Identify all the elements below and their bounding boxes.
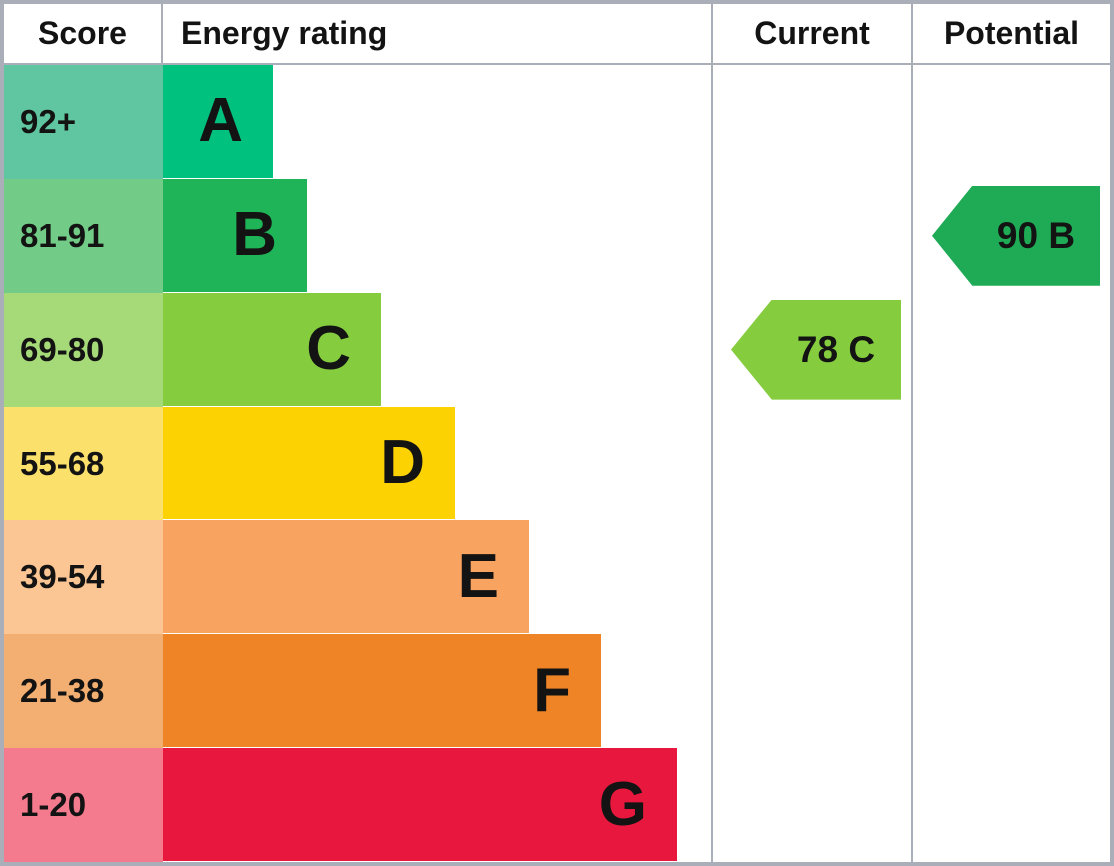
rating-bar-d: D	[163, 406, 455, 520]
potential-cell-d	[911, 406, 1110, 521]
current-cell-a	[711, 65, 911, 179]
current-cell-c: 78 C	[711, 292, 911, 407]
rating-bar-area-e: E	[163, 520, 711, 635]
rating-row-g: 1-20 G	[4, 748, 1110, 862]
rating-letter-d: D	[380, 428, 425, 497]
header-score: Score	[4, 4, 163, 63]
rating-letter-c: C	[306, 314, 351, 384]
current-cell-d	[711, 406, 911, 521]
score-range-f: 21-38	[4, 634, 163, 749]
rating-letter-a: A	[198, 86, 243, 156]
current-rating-label: 78 C	[796, 328, 876, 370]
rating-bar-g: G	[163, 748, 677, 862]
potential-cell-g	[911, 748, 1110, 862]
rating-row-a: 92+ A	[4, 65, 1110, 179]
score-range-b: 81-91	[4, 178, 163, 293]
rating-bar-area-f: F	[163, 634, 711, 749]
score-range-a: 92+	[4, 65, 163, 179]
current-cell-f	[711, 634, 911, 749]
rating-bar-c: C	[163, 292, 381, 406]
current-cell-e	[711, 520, 911, 635]
rating-bar-area-d: D	[163, 406, 711, 521]
score-range-g: 1-20	[4, 748, 163, 862]
rating-bar-b: B	[163, 178, 307, 292]
rating-letter-f: F	[533, 655, 571, 725]
rating-row-f: 21-38 F	[4, 634, 1110, 749]
current-cell-b	[711, 178, 911, 293]
rating-bar-a: A	[163, 65, 273, 178]
current-rating-arrow: 78 C	[731, 299, 901, 400]
rating-bar-area-b: B	[163, 178, 711, 293]
header-energy-rating: Energy rating	[181, 15, 388, 51]
score-range-d: 55-68	[4, 406, 163, 521]
score-range-c: 69-80	[4, 292, 163, 407]
rating-bar-e: E	[163, 520, 529, 634]
potential-cell-c	[911, 292, 1110, 407]
rating-bar-area-g: G	[163, 748, 711, 862]
rating-row-d: 55-68 D	[4, 406, 1110, 521]
potential-cell-f	[911, 634, 1110, 749]
rating-bar-area-a: A	[163, 65, 711, 179]
potential-rating-arrow: 90 B	[932, 185, 1100, 286]
header-row: Score Energy rating Current Potential	[4, 4, 1110, 65]
header-current: Current	[711, 4, 911, 63]
potential-cell-b: 90 B	[911, 178, 1110, 293]
score-range-e: 39-54	[4, 520, 163, 635]
rating-letter-e: E	[457, 541, 499, 611]
header-potential: Potential	[911, 4, 1110, 63]
current-cell-g	[711, 748, 911, 862]
rating-letter-g: G	[598, 769, 647, 839]
rating-rows: 92+ A 81-91 B 90 B	[4, 65, 1110, 862]
rating-letter-b: B	[232, 200, 277, 270]
rating-row-e: 39-54 E	[4, 520, 1110, 635]
potential-cell-a	[911, 65, 1110, 179]
rating-bar-f: F	[163, 634, 601, 748]
rating-bar-area-c: C	[163, 292, 711, 407]
rating-row-c: 69-80 C 78 C	[4, 292, 1110, 407]
potential-rating-label: 90 B	[996, 214, 1076, 256]
rating-row-b: 81-91 B 90 B	[4, 178, 1110, 293]
potential-cell-e	[911, 520, 1110, 635]
